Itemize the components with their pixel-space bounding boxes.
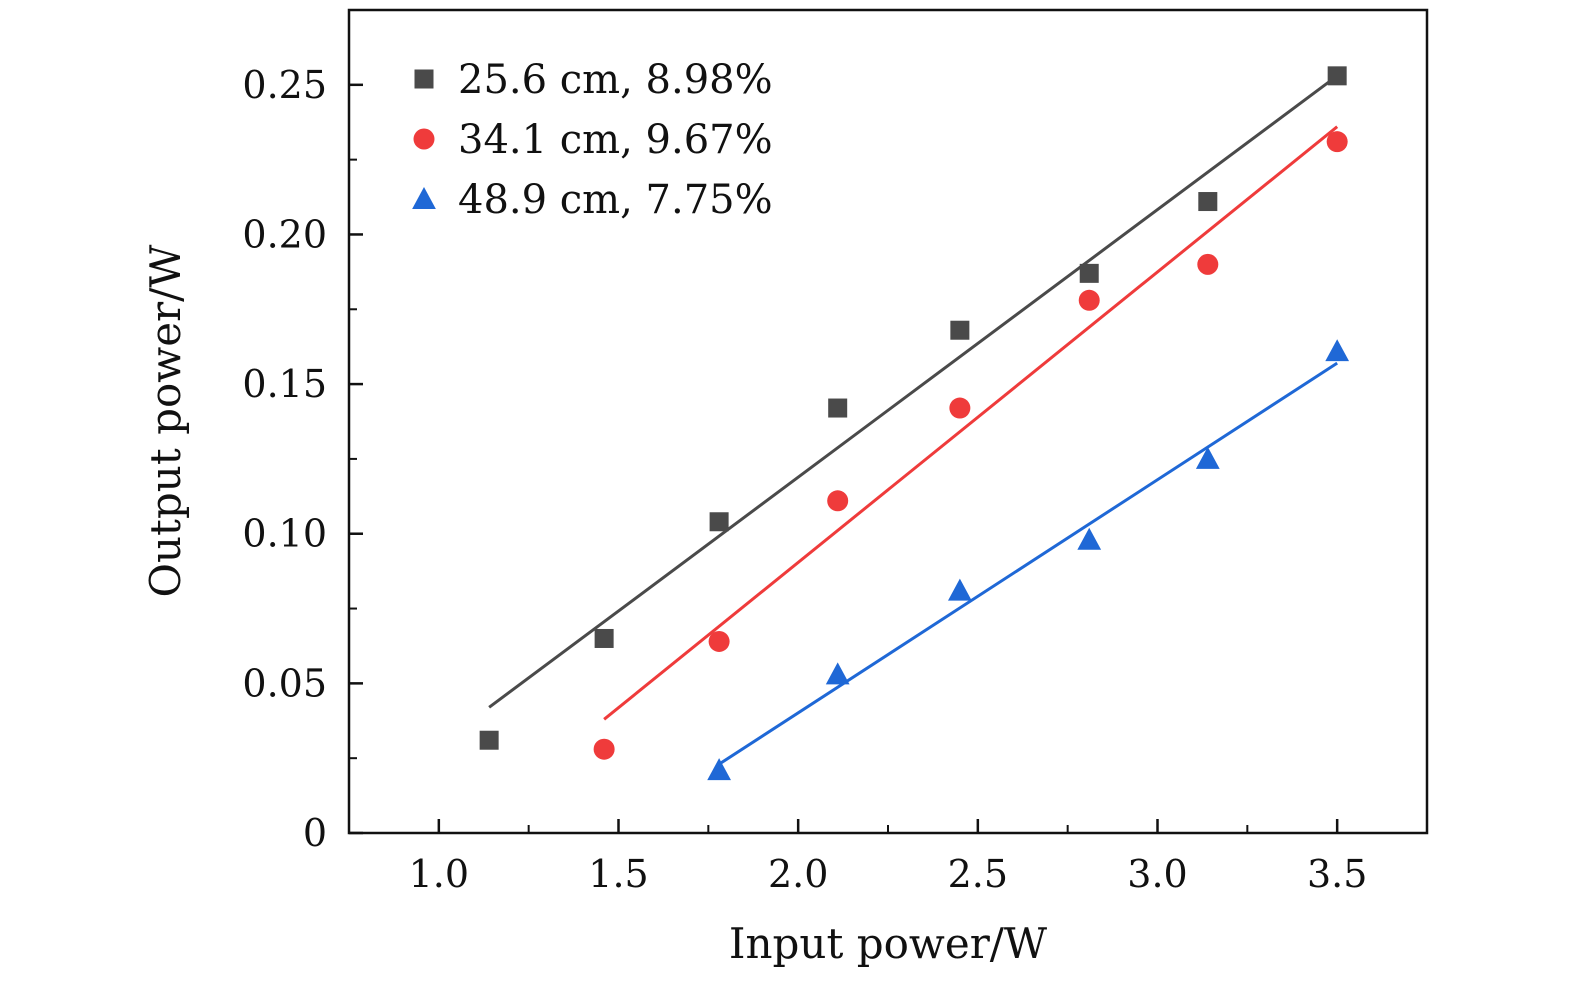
legend-marker-series-2 [413,128,435,150]
fit-lines [488,74,1339,766]
fit-line-series-2 [603,125,1339,721]
x-tick-label: 2.5 [948,852,1008,896]
legend-marker-series-1 [414,69,434,89]
point-series-1 [594,628,614,648]
point-series-1 [950,320,970,340]
y-tick-label: 0.25 [242,63,327,107]
fit-line-series-3 [718,361,1338,766]
y-axis-ticks: 0 0.05 0.10 0.15 0.20 0.25 [242,63,363,855]
legend-label-series-3: 48.9 cm, 7.75% [458,177,773,223]
y-tick-label: 0.15 [242,362,327,406]
x-axis-ticks: 1.0 1.5 2.0 2.5 3.0 3.5 [409,819,1367,896]
point-series-1 [828,398,848,418]
point-series-1 [1198,192,1218,212]
point-series-3 [707,758,731,781]
point-series-2 [949,397,971,419]
y-tick-label: 0 [303,811,327,855]
point-series-2 [593,738,615,760]
point-series-2 [827,490,849,512]
legend-marker-series-3 [412,187,436,209]
x-axis-title: Input power/W [729,919,1048,968]
point-series-3 [825,662,850,685]
x-tick-label: 3.0 [1127,852,1187,896]
data-points [479,66,1350,781]
x-tick-label: 3.5 [1307,852,1367,896]
x-tick-label: 1.0 [409,852,469,896]
point-series-2 [1078,289,1100,311]
y-tick-label: 0.10 [242,512,327,556]
point-series-1 [1079,263,1099,283]
point-series-1 [479,730,499,750]
legend: 25.6 cm, 8.98% 34.1 cm, 9.67% 48.9 cm, 7.7… [412,57,773,223]
point-series-3 [1325,339,1350,362]
legend-label-series-1: 25.6 cm, 8.98% [458,57,773,103]
point-series-3 [1077,527,1102,550]
point-series-3 [1195,446,1220,469]
legend-label-series-2: 34.1 cm, 9.67% [458,117,773,163]
fit-line-series-1 [488,74,1339,709]
y-axis-title: Output power/W [141,244,190,598]
point-series-3 [947,578,972,601]
point-series-2 [708,630,730,652]
point-series-1 [1327,66,1347,86]
y-tick-label: 0.20 [242,212,327,256]
x-tick-label: 2.0 [768,852,828,896]
point-series-1 [709,512,729,532]
point-series-2 [1326,131,1348,153]
x-tick-label: 1.5 [588,852,648,896]
point-series-2 [1197,253,1219,275]
y-tick-label: 0.05 [242,661,327,705]
